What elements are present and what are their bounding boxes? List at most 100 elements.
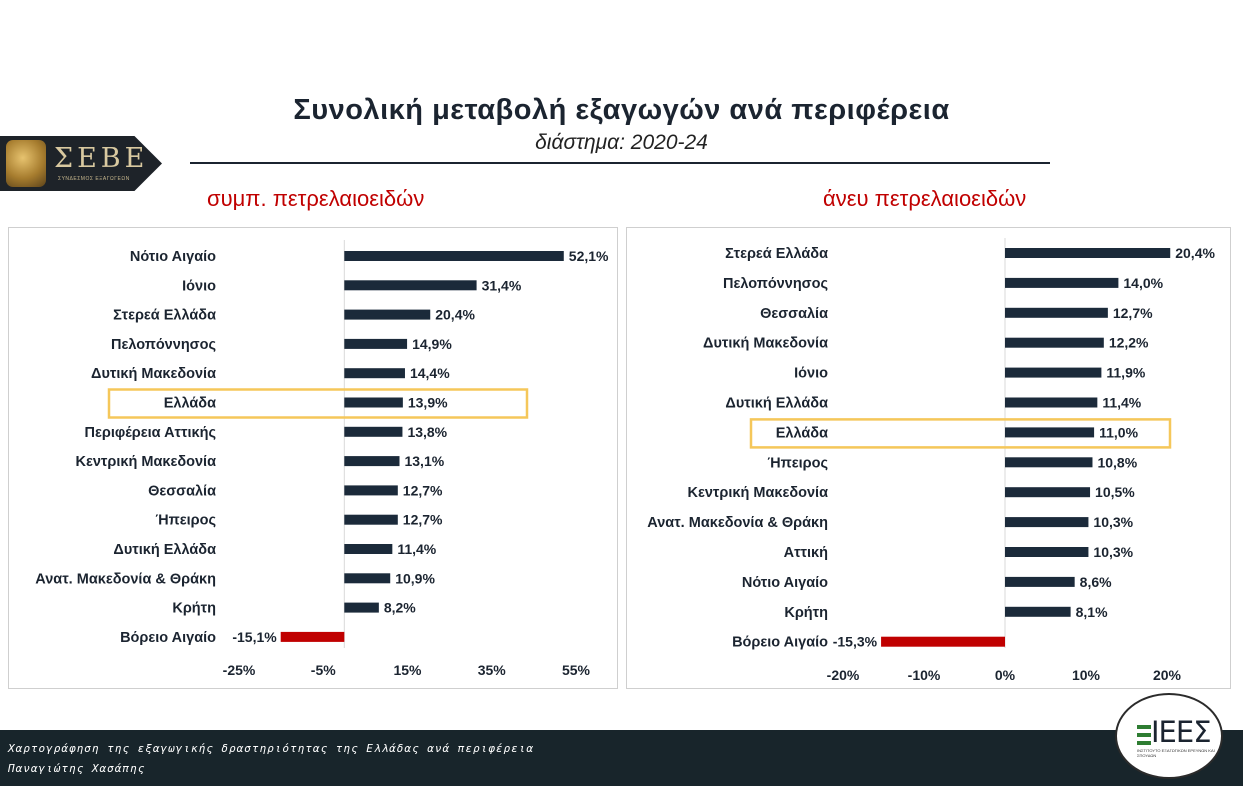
page-subtitle: διάστημα: 2020-24 [535, 131, 708, 154]
left-bar-chart: Νότιο Αιγαίο 52,1% Ιόνιο 31,4% Στερεά Ελλάδα… [35, 240, 609, 678]
right-category-label: Στερεά Ελλάδα [725, 246, 828, 262]
left-category-label: Δυτική Μακεδονία [91, 366, 216, 382]
left-category-label: Δυτική Ελλάδα [113, 542, 216, 558]
left-value-label: 12,7% [403, 512, 443, 528]
left-highlight-box [107, 388, 529, 419]
iees-logo-subtext: ΙΝΣΤΙΤΟΥΤΟ ΕΞΑΓΩΓΙΚΩΝ ΕΡΕΥΝΩΝ ΚΑΙ ΣΠΟΥΔΩ… [1137, 748, 1215, 758]
right-category-label: Δυτική Ελλάδα [725, 396, 828, 412]
left-bar [344, 309, 431, 320]
sebe-emblem-icon [6, 140, 46, 187]
left-bar [344, 280, 477, 291]
right-bar [1005, 367, 1102, 378]
right-tick-label: 0% [995, 667, 1016, 683]
left-bar [280, 631, 345, 642]
left-category-label: Περιφέρεια Αττικής [85, 425, 216, 441]
left-category-label: Νότιο Αιγαίο [130, 249, 216, 265]
right-bar-chart: Στερεά Ελλάδα 20,4% Πελοπόννησος 14,0% Θεσσα… [647, 238, 1215, 683]
right-value-label: 8,6% [1080, 574, 1112, 590]
iees-logo: ΙΕΕΣ ΙΝΣΤΙΤΟΥΤΟ ΕΞΑΓΩΓΙΚΩΝ ΕΡΕΥΝΩΝ ΚΑΙ Σ… [1115, 693, 1223, 779]
right-category-label: Ήπειρος [767, 455, 828, 471]
right-bar [1005, 547, 1089, 557]
right-value-label: 11,9% [1106, 365, 1145, 381]
left-value-label: 13,8% [407, 424, 447, 440]
iees-logo-text: ΙΕΕΣ [1151, 715, 1212, 749]
left-chart-panel: Νότιο Αιγαίο 52,1% Ιόνιο 31,4% Στερεά Ελλάδα… [8, 227, 618, 689]
left-tick-label: 55% [562, 662, 591, 678]
left-bar [344, 514, 398, 525]
right-bar [1005, 248, 1171, 258]
left-bar [344, 426, 403, 437]
left-value-label: 8,2% [384, 600, 416, 616]
right-value-label: 12,7% [1113, 305, 1153, 321]
left-value-label: -15,1% [232, 629, 277, 645]
sebe-logo: ΣΕΒΕ ΣΥΝΔΕΣΜΟΣ ΕΞΑΓΩΓΕΩΝ [0, 136, 162, 191]
right-category-label: Βόρειο Αιγαίο [732, 635, 828, 651]
iees-bars-icon [1137, 725, 1151, 745]
right-category-label: Θεσσαλία [760, 306, 828, 322]
right-category-label: Πελοπόννησος [723, 276, 828, 292]
right-value-label: 10,3% [1093, 544, 1133, 560]
right-category-label: Νότιο Αιγαίο [742, 575, 828, 591]
left-category-label: Ήπειρος [155, 513, 216, 529]
right-tick-label: 10% [1072, 667, 1101, 683]
right-value-label: 11,4% [1102, 395, 1141, 411]
right-tick-label: -20% [827, 667, 860, 683]
right-value-label: 10,5% [1095, 484, 1135, 500]
left-value-label: 12,7% [403, 482, 443, 498]
right-value-label: 11,0% [1099, 424, 1138, 440]
left-bar [344, 368, 405, 379]
left-tick-label: 35% [478, 662, 507, 678]
left-tick-label: -25% [223, 662, 256, 678]
left-category-label: Κεντρική Μακεδονία [76, 454, 217, 470]
left-bar [344, 397, 403, 408]
left-category-label: Ελλάδα [164, 396, 216, 412]
left-bar [344, 251, 564, 261]
right-chart-title: άνευ πετρελαιοειδών [823, 186, 1027, 211]
right-bar [1005, 487, 1091, 498]
footer-title: Χαρτογράφηση της εξαγωγικής δραστηριότητ… [8, 742, 534, 755]
left-category-label: Στερεά Ελλάδα [113, 308, 216, 324]
footer-author: Παναγιώτης Χασάπης [8, 762, 146, 775]
right-bar [881, 636, 1005, 647]
right-value-label: 10,8% [1097, 454, 1137, 470]
left-value-label: 11,4% [397, 541, 436, 557]
right-bar [1005, 457, 1093, 468]
sebe-logo-subtext: ΣΥΝΔΕΣΜΟΣ ΕΞΑΓΩΓΕΩΝ [58, 176, 130, 182]
title-divider [190, 162, 1050, 164]
right-bar [1005, 277, 1119, 288]
right-tick-label: -10% [908, 667, 941, 683]
right-bar [1005, 517, 1089, 528]
left-category-label: Βόρειο Αιγαίο [120, 630, 216, 646]
right-category-label: Ιόνιο [794, 366, 828, 382]
right-bar [1005, 576, 1075, 587]
left-bar [344, 338, 408, 349]
left-value-label: 13,1% [404, 453, 444, 469]
left-chart-title: συμπ. πετρελαιοειδών [207, 186, 425, 211]
right-category-label: Κρήτη [784, 605, 828, 621]
left-value-label: 20,4% [435, 307, 475, 323]
left-value-label: 31,4% [482, 277, 522, 293]
left-value-label: 52,1% [569, 248, 609, 264]
left-category-label: Ανατ. Μακεδονία & Θράκη [35, 571, 216, 587]
right-category-label: Αττική [784, 545, 828, 561]
left-category-label: Ιόνιο [182, 278, 216, 294]
right-category-label: Κεντρική Μακεδονία [688, 485, 829, 501]
left-value-label: 14,9% [412, 336, 452, 352]
left-bar [344, 602, 379, 613]
left-bar [344, 573, 391, 584]
left-tick-label: 15% [393, 662, 422, 678]
right-tick-label: 20% [1153, 667, 1182, 683]
right-category-label: Ανατ. Μακεδονία & Θράκη [647, 515, 828, 531]
left-value-label: 14,4% [410, 365, 450, 381]
page-title: Συνολική μεταβολή εξαγωγών ανά περιφέρει… [293, 94, 950, 126]
footer-bar: Χαρτογράφηση της εξαγωγικής δραστηριότητ… [0, 730, 1243, 786]
left-category-label: Κρήτη [172, 601, 216, 617]
left-tick-label: -5% [311, 662, 336, 678]
right-chart-panel: Στερεά Ελλάδα 20,4% Πελοπόννησος 14,0% Θεσσα… [626, 227, 1231, 689]
left-bar [344, 544, 393, 554]
left-category-label: Πελοπόννησος [111, 337, 216, 353]
right-value-label: 20,4% [1175, 245, 1215, 261]
right-category-label: Δυτική Μακεδονία [703, 336, 828, 352]
right-bar [1005, 307, 1108, 318]
right-value-label: 14,0% [1123, 275, 1163, 291]
